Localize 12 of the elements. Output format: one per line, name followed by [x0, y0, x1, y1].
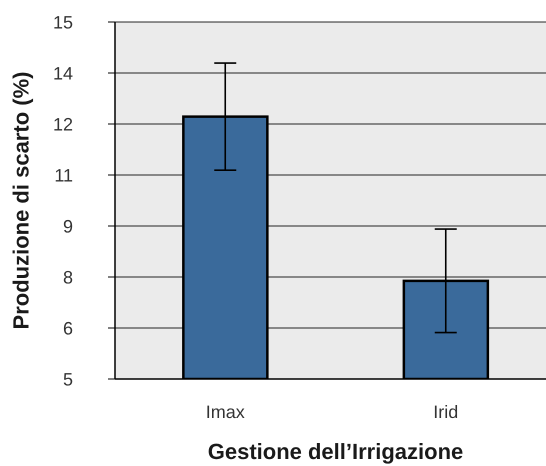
- x-tick-label: Irid: [433, 402, 458, 422]
- y-tick-label: 11: [54, 165, 73, 186]
- y-tick-label: 12: [52, 114, 73, 134]
- y-axis-title: Produzione di scarto (%): [8, 72, 34, 330]
- y-tick-label: 5: [62, 369, 73, 390]
- y-tick-label: 8: [62, 267, 73, 288]
- y-tick-label: 14: [52, 63, 73, 84]
- x-axis-title: Gestione dell’Irrigazione: [208, 439, 464, 464]
- y-tick-label: 6: [62, 318, 73, 338]
- y-tick-label: 15: [52, 12, 73, 32]
- y-tick-label: 9: [62, 216, 73, 236]
- x-tick-label: Imax: [206, 402, 245, 422]
